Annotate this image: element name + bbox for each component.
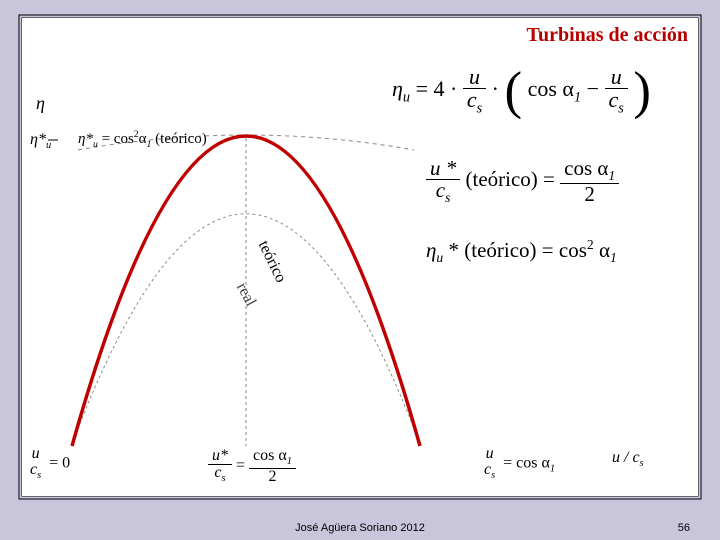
sub-1: 1 [574, 89, 581, 105]
eq2: = [543, 167, 555, 191]
den-s3: s [445, 190, 450, 205]
formula-eta-u: ηu = 4 · u cs · ( cos α1 − u cs ) [392, 66, 651, 116]
teorico-note-1: (teórico) [466, 167, 538, 191]
content-area: Turbinas de acción ηu = 4 · u cs · ( cos… [22, 18, 698, 496]
num-u: u [469, 64, 480, 89]
frac-u-cs-2: u cs [605, 66, 628, 116]
dot: · [492, 76, 499, 101]
den-c3: c [436, 178, 445, 202]
etastar-a: α [139, 131, 147, 147]
formula-ustar-teorico: u * cs (teórico) = cos α1 2 [426, 158, 619, 205]
xlabel-left: u cs = 0 [26, 446, 70, 482]
xlabel-right: u cs = cos α1 [480, 446, 555, 482]
num-ustar: u * [430, 156, 456, 180]
xlabel-mid: u* cs = cos α1 2 [208, 448, 296, 485]
den-s: s [477, 100, 483, 116]
xl-eq: = 0 [49, 454, 70, 471]
star: * [449, 238, 460, 262]
cos-a1-num: cos α [564, 156, 608, 180]
xm-den-s: s [222, 473, 226, 484]
xm-2: 2 [268, 468, 276, 485]
xm-frac2: cos α1 2 [249, 448, 296, 485]
close-paren: ) [633, 70, 651, 112]
den-2: 2 [584, 182, 595, 206]
formula-etastar-teorico: ηu * (teórico) = cos2 α1 [426, 238, 617, 265]
etastar-note: (teórico) [155, 131, 207, 147]
xm-num: u* [212, 447, 228, 464]
xr-den-s: s [491, 470, 495, 481]
slide: Turbinas de acción ηu = 4 · u cs · ( cos… [0, 0, 720, 540]
xm-sub1: 1 [287, 456, 292, 467]
eta-star-sub: u [46, 140, 51, 151]
etastar-l-sub: u [93, 139, 98, 150]
eta-star-sym: η* [30, 131, 46, 148]
sub-u2: u [436, 250, 443, 265]
sup-2: 2 [587, 237, 594, 252]
slide-title: Turbinas de acción [526, 24, 688, 47]
xr-num: u [486, 445, 494, 462]
xlabel-far-right: u / cs [612, 450, 644, 470]
sub-1b: 1 [608, 168, 615, 183]
xm-cos: cos α [253, 447, 287, 464]
xr-sub: 1 [550, 464, 555, 475]
eq3: = cos [542, 238, 587, 262]
efficiency-chart: η η*u η*u = cos2α1 (teórico) teórico rea… [30, 88, 430, 488]
cos-a1: cos α [528, 76, 574, 101]
xl-den-s: s [37, 470, 41, 481]
axis-eta-star: η*u [30, 132, 51, 152]
xm-den: c [214, 464, 221, 481]
sub-1c: 1 [610, 250, 617, 265]
den-c2: c [609, 87, 619, 112]
etastar-formula-label: η*u = cos2α1 (teórico) [78, 130, 207, 150]
frac-cos-2: cos α1 2 [560, 158, 619, 205]
xfr: u / c [612, 449, 640, 466]
alpha2: α [599, 238, 610, 262]
axis-eta: η [36, 94, 45, 112]
frac-u-cs-1: u cs [463, 66, 486, 116]
xm-eq: = [236, 457, 245, 474]
xfr-s: s [640, 458, 644, 469]
minus: − [587, 76, 599, 101]
xm-frac: u* cs [208, 448, 232, 485]
den-c: c [467, 87, 477, 112]
open-paren: ( [504, 70, 522, 112]
etastar-l: η* [78, 131, 93, 147]
footer-page-number: 56 [678, 522, 690, 534]
xr-eq: = cos α [503, 454, 550, 471]
num-u2: u [611, 64, 622, 89]
etastar-a-sub: 1 [147, 139, 152, 150]
frac-ustar-cs: u * cs [426, 158, 460, 205]
xr-frac: u cs [480, 446, 499, 482]
xl-num: u [32, 445, 40, 462]
cos-alpha: cos α [528, 76, 574, 101]
etastar-eq: = cos [102, 131, 134, 147]
footer-author: José Agüera Soriano 2012 [295, 522, 425, 534]
teorico-note-2: (teórico) [464, 238, 536, 262]
den-s2: s [618, 100, 624, 116]
